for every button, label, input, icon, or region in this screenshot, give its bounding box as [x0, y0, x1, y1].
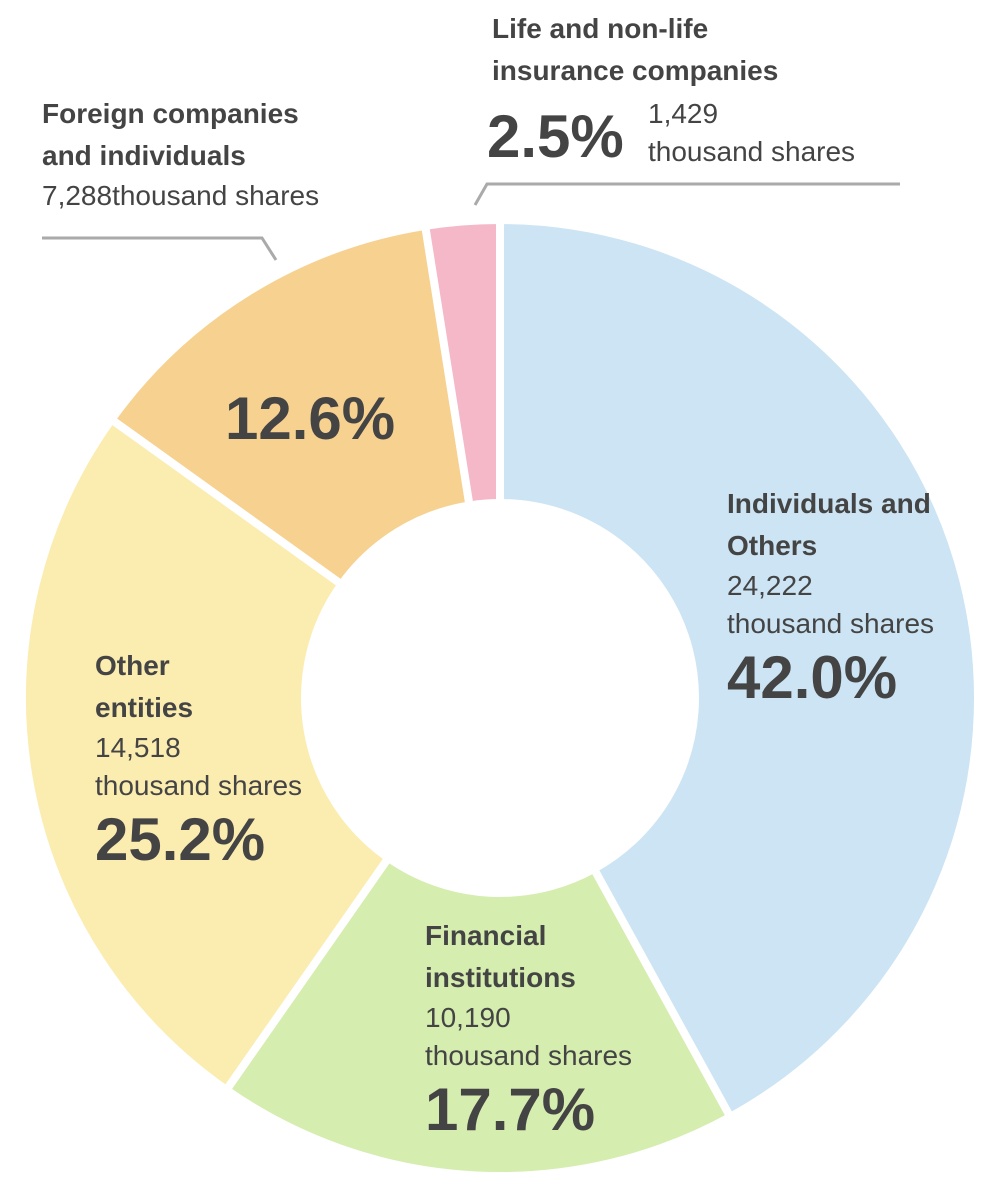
value-label: 12.6% [225, 385, 396, 452]
shares-unit: thousand shares [648, 136, 856, 167]
segment-label: Financial institutions 10,190 thousand s… [425, 915, 633, 1145]
value-label: 25.2% [95, 806, 266, 873]
shares-label: 1,429 [648, 98, 719, 129]
category-label: Individuals and Others [727, 488, 931, 561]
shares-label: 10,190 [425, 1002, 511, 1033]
shares-line: 7,288thousand shares [42, 177, 332, 215]
shares-unit: thousand shares [727, 608, 935, 639]
value-label: 2.5% [487, 103, 624, 170]
ring [18, 216, 982, 1180]
donut-segment [496, 216, 982, 1121]
category-label: Financial institutions [425, 920, 576, 993]
shares-label: 7,288 [42, 180, 113, 211]
value-label: 17.7% [425, 1076, 596, 1143]
leader-line [473, 182, 900, 206]
category-label: Foreign companies and individuals [42, 98, 299, 171]
value-label: 42.0% [727, 644, 898, 711]
shares-unit: thousand shares [95, 770, 303, 801]
segment-label: Life and non-life insurance companies [492, 8, 822, 92]
shares-unit: thousand shares [425, 1040, 633, 1071]
donut-segment [18, 415, 393, 1094]
segment-label: Other entities 14,518 thousand shares 25… [95, 645, 303, 875]
category-label: Other entities [95, 650, 194, 723]
leader-line [42, 236, 278, 261]
category-label: Life and non-life insurance companies [492, 13, 779, 86]
donut-segment [107, 221, 474, 589]
shares-label: 24,222 [727, 570, 813, 601]
shares-block: 1,429 thousand shares [648, 95, 855, 171]
donut-segment [222, 853, 735, 1180]
shares-label: 14,518 [95, 732, 181, 763]
segment-label: Individuals and Others 24,222 thousand s… [727, 483, 977, 713]
shares-unit: thousand shares [112, 180, 320, 211]
donut-segment [421, 216, 504, 510]
segment-label: Foreign companies and individuals 7,288t… [42, 93, 332, 215]
